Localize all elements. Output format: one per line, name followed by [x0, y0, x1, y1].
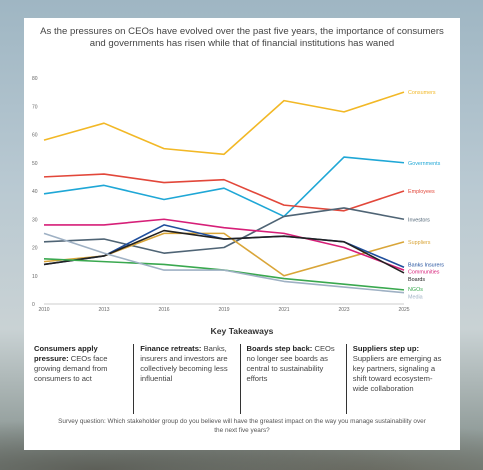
takeaway-body: CEOs no longer see boards as central to …	[246, 344, 335, 383]
y-tick-label: 40	[32, 189, 38, 195]
series-line-governments	[43, 156, 405, 218]
x-tick-label: 2016	[158, 307, 169, 313]
x-tick-label: 2023	[338, 307, 349, 313]
y-tick-label: 30	[32, 217, 38, 223]
takeaway-head: Suppliers step up:	[352, 344, 419, 353]
y-tick-label: 20	[32, 246, 38, 252]
series-label: Suppliers	[408, 240, 431, 246]
chart-card: As the pressures on CEOs have evolved ov…	[24, 18, 460, 450]
takeaway-head: Consumers apply pressure:	[34, 344, 98, 363]
series-label: Investors	[408, 217, 430, 223]
x-tick-label: 2021	[278, 307, 289, 313]
takeaway-head: Finance retreats:	[140, 344, 202, 353]
series-line-communities	[44, 218, 405, 271]
takeaway-body: Suppliers are emerging as key partners, …	[352, 354, 442, 393]
series-line-ngos	[43, 258, 405, 291]
y-tick-label: 60	[32, 133, 38, 139]
survey-question: Survey question: Which stakeholder group…	[58, 418, 426, 434]
series-label: Banks Insurers	[408, 262, 444, 268]
series-label: Employees	[408, 189, 435, 195]
series-label: NGOs	[408, 287, 423, 293]
series-line-boards	[43, 229, 405, 274]
series-label: Communities	[408, 270, 440, 276]
x-tick-label: 2025	[398, 307, 409, 313]
takeaway-body: Banks, insurers and investors are collec…	[140, 344, 228, 383]
series-line-media	[43, 232, 405, 294]
y-tick-label: 80	[32, 76, 38, 82]
series-line-employees	[43, 173, 405, 212]
takeaway-suppliers: Suppliers step up: Suppliers are emergin…	[345, 344, 452, 414]
series-line-investors	[43, 207, 405, 254]
takeaway-consumers: Consumers apply pressure: CEOs face grow…	[32, 344, 133, 414]
series-label: Consumers	[408, 90, 436, 96]
y-tick-label: 10	[32, 274, 38, 280]
series-label: Boards	[408, 277, 425, 283]
series-label: Governments	[408, 161, 441, 167]
series-line-consumers	[43, 91, 405, 156]
x-tick-label: 2013	[98, 307, 109, 313]
takeaway-boards: Boards step back: CEOs no longer see boa…	[239, 344, 346, 414]
line-chart: 0 10 20 30 40 50 60 70 80 2010 2013 2016 2019 2021 202…	[32, 76, 444, 313]
takeaway-finance: Finance retreats: Banks, insurers and in…	[133, 344, 239, 414]
x-tick-label: 2010	[38, 307, 49, 313]
chart-title: As the pressures on CEOs have evolved ov…	[40, 26, 444, 49]
takeaway-head: Boards step back:	[246, 344, 313, 353]
y-tick-label: 50	[32, 161, 38, 167]
series-label: Media	[408, 295, 423, 301]
takeaways-row: Consumers apply pressure: CEOs face grow…	[32, 344, 452, 414]
takeaways-title: Key Takeaways	[210, 326, 274, 336]
x-tick-label: 2019	[218, 307, 229, 313]
y-tick-label: 0	[32, 302, 35, 308]
takeaway-body: CEOs face growing demand from consumers …	[34, 354, 108, 383]
y-tick-label: 70	[32, 104, 38, 110]
